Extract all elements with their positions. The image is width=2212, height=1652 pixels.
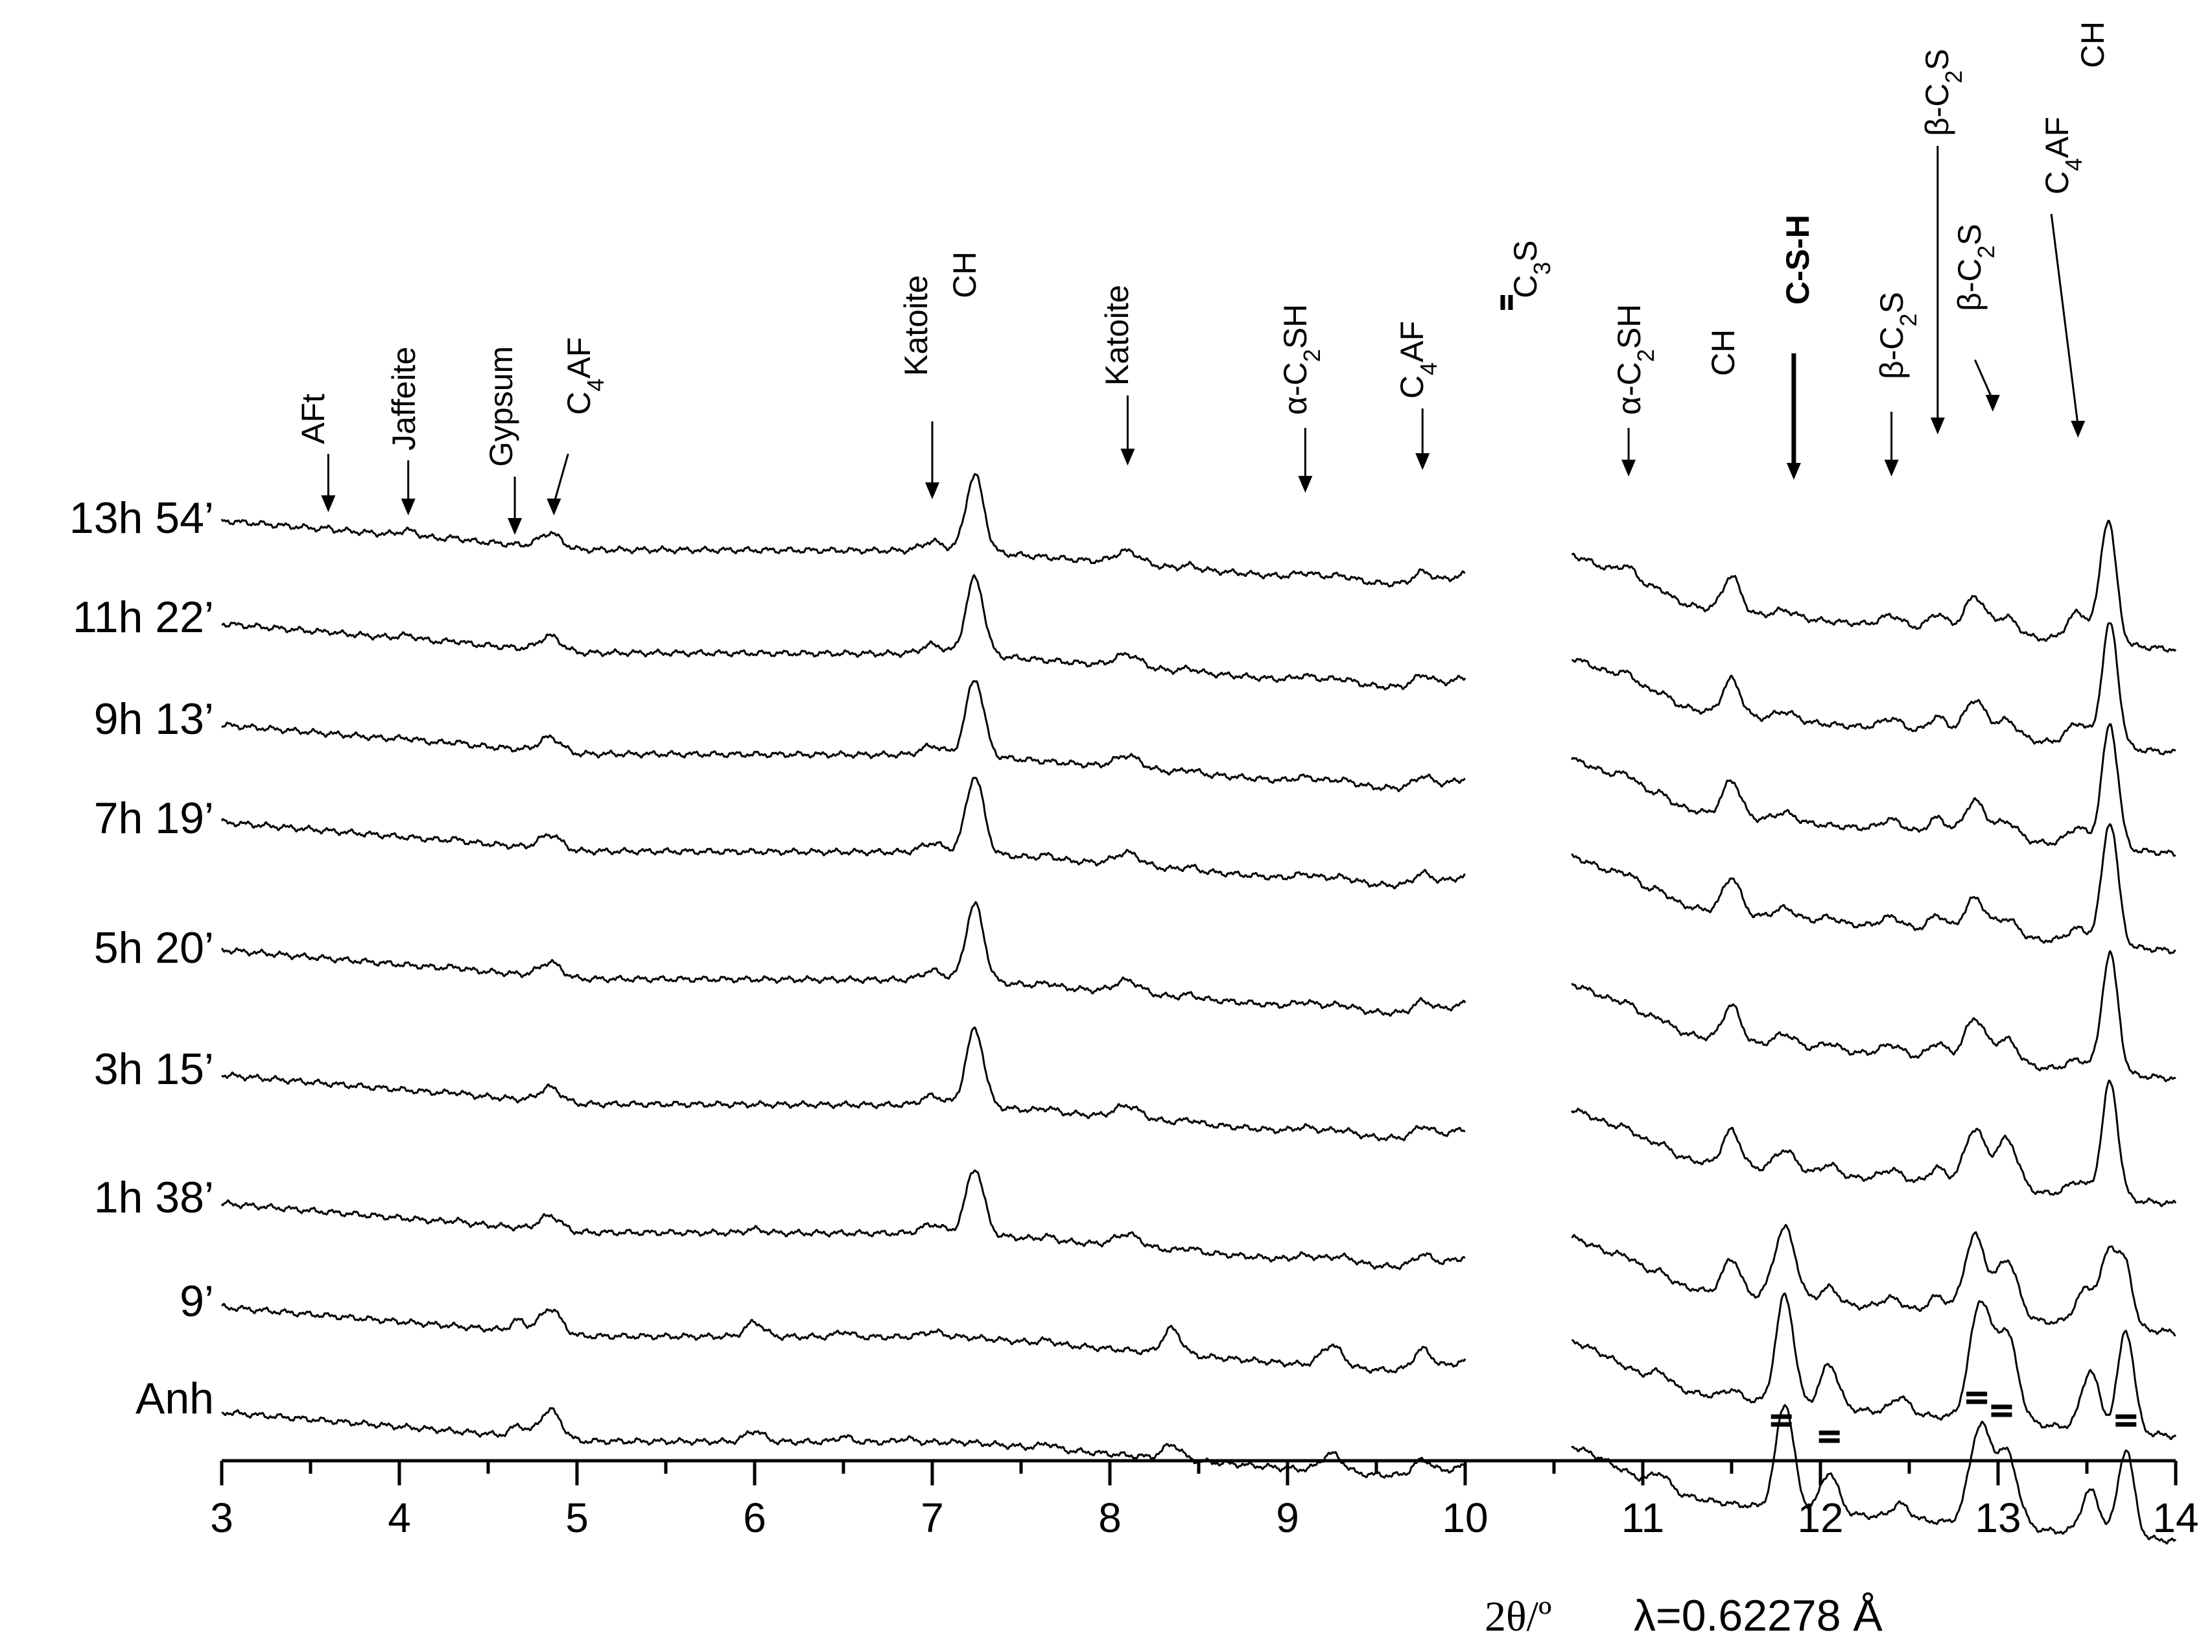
trace-line	[220, 777, 2176, 954]
x-tick-label: 14	[2152, 1494, 2198, 1541]
series-label: 13h 54’	[69, 493, 214, 543]
series-label: 7h 19’	[94, 794, 214, 843]
x-tick-label: 11	[1621, 1494, 1664, 1541]
peak-annotation: Gypsum	[483, 346, 519, 467]
arrow-head	[1930, 418, 1945, 434]
series-label: 11h 22’	[73, 593, 214, 642]
x-axis: 3 4 5 6 7 8 9 10 11 12 13 14	[210, 1459, 2199, 1541]
peak-annotation: β-C2S	[1874, 292, 1922, 379]
series-label: 3h 15’	[94, 1044, 214, 1094]
peak-annotation: C-S-H	[1780, 215, 1816, 305]
trace-line	[220, 901, 2176, 1083]
x-axis-label: 2θ/º	[1485, 1593, 1551, 1640]
arrow-head	[1415, 453, 1430, 470]
trace-line	[221, 1404, 2177, 1545]
peak-annotation: Katoite	[1099, 285, 1135, 386]
peak-annotation: C3S	[1507, 241, 1555, 299]
arrow-head	[321, 495, 336, 512]
wavelength-label: λ=0.62278 Å	[1634, 1591, 1883, 1640]
peak-annotation: Jaffeite	[386, 347, 422, 451]
trace-line	[221, 574, 2176, 756]
peak-annotation: β-C2S	[1951, 224, 1999, 311]
peak-annotation: α-C2SH	[1277, 304, 1325, 415]
x-tick-label: 5	[565, 1494, 589, 1541]
series-label: Anh	[135, 1374, 214, 1423]
x-tick-label: 3	[210, 1494, 233, 1541]
peak-annotation: CH	[2075, 21, 2111, 68]
annotation-arrow	[552, 453, 569, 504]
arrow-head	[547, 499, 561, 515]
peak-annotation: C4AF	[561, 337, 609, 415]
peak-annotation: CH	[1705, 329, 1741, 376]
x-tick-label: 6	[743, 1494, 766, 1541]
diffraction-traces	[220, 473, 2177, 1545]
peak-annotation: α-C2SH	[1611, 304, 1659, 415]
trace-line	[220, 1169, 2176, 1337]
series-label: 9h 13’	[94, 694, 214, 744]
annotation-arrow	[1974, 359, 1994, 401]
arrow-head	[1884, 460, 1899, 477]
arrow-head	[1985, 395, 2000, 412]
trace-line	[221, 1026, 2177, 1207]
series-labels: 13h 54’ 11h 22’ 9h 13’ 7h 19’ 5h 20’ 3h 15’ 1h…	[69, 493, 214, 1423]
peak-annotation: β-C2S	[1919, 49, 1967, 136]
arrow-head	[2071, 421, 2086, 438]
peak-annotation: C4AF	[2039, 117, 2087, 195]
x-tick-label: 9	[1276, 1494, 1299, 1541]
series-label: 5h 20’	[94, 923, 214, 973]
x-tick-label: 8	[1098, 1494, 1122, 1541]
x-tick-label: 10	[1442, 1494, 1488, 1541]
arrow-head	[1786, 463, 1801, 480]
trace-line	[221, 679, 2176, 857]
peak-annotation: C4AF	[1394, 321, 1442, 399]
peak-annotation: CH	[947, 252, 983, 298]
x-tick-label: 13	[1975, 1494, 2021, 1541]
x-tick-label: 12	[1797, 1494, 1843, 1541]
arrow-head	[1120, 449, 1135, 466]
series-label: 1h 38’	[94, 1173, 214, 1222]
peak-annotations: AFt Jaffeite Gypsum C4AF Katoite CH Katoite α-C…	[295, 21, 2111, 535]
x-tick-label: 4	[388, 1494, 411, 1541]
arrow-head	[1298, 476, 1313, 493]
arrow-head	[1621, 460, 1636, 477]
series-label: 9’	[180, 1277, 214, 1326]
trace-line	[220, 473, 2177, 653]
c3s-markers	[1771, 1391, 2137, 1443]
arrow-head	[508, 518, 523, 535]
trace-line	[221, 1292, 2177, 1440]
peak-annotation: AFt	[295, 394, 331, 444]
arrow-head	[925, 482, 939, 499]
peak-annotation: Katoite	[898, 275, 934, 376]
annotation-arrow	[2050, 213, 2079, 427]
arrow-head	[401, 499, 416, 515]
x-tick-label: 7	[921, 1494, 944, 1541]
